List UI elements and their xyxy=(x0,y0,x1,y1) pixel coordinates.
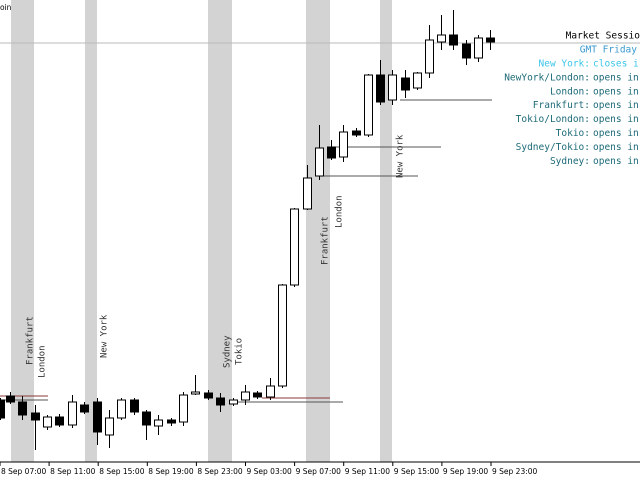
candle-body xyxy=(216,397,225,406)
candle-body xyxy=(364,74,373,136)
session-status: opens in xyxy=(593,128,639,139)
candle-body xyxy=(303,177,312,210)
session-status: closes i xyxy=(593,59,639,70)
candle-body xyxy=(462,43,471,59)
corner-label: oin xyxy=(0,3,12,12)
candle-body xyxy=(278,284,287,387)
candle-body xyxy=(0,399,5,419)
candles xyxy=(0,10,495,450)
session-name: Frankfurt: xyxy=(533,100,590,111)
candle-body xyxy=(80,404,89,413)
session-name: London: xyxy=(550,86,590,97)
candle-body xyxy=(179,394,188,423)
candle-body xyxy=(339,131,348,158)
candle-body xyxy=(142,411,151,426)
session-status: opens in xyxy=(593,100,639,111)
x-axis-labels: 8 Sep 07:00 8 Sep 11:00 8 Sep 15:00 8 Sep 1… xyxy=(0,462,538,476)
candle-body xyxy=(204,392,213,399)
session-label: Frankfurt xyxy=(321,216,331,265)
session-band xyxy=(306,0,330,462)
session-bands xyxy=(11,0,392,462)
candle-body xyxy=(376,74,385,103)
session-band xyxy=(208,0,232,462)
candle-body xyxy=(253,392,262,398)
candle-body xyxy=(130,399,139,413)
candle-body xyxy=(449,34,458,46)
x-axis-label: 9 Sep 23:00 xyxy=(492,467,538,476)
session-name: Tokio/London: xyxy=(516,114,590,125)
candle-body xyxy=(31,412,40,421)
candle-body xyxy=(474,37,483,59)
session-label: New York xyxy=(100,314,110,358)
level-lines xyxy=(0,99,492,403)
session-label: London xyxy=(335,195,345,228)
session-label: Sydney xyxy=(223,335,233,368)
x-axis-label: 9 Sep 07:00 xyxy=(296,467,342,476)
market-session-panel: Market Sessio GMT Friday New York: closes… xyxy=(504,31,640,167)
candle-body xyxy=(18,401,27,416)
candle-body xyxy=(68,401,77,426)
candle-body xyxy=(401,77,410,91)
session-label: New York xyxy=(396,134,406,178)
x-axis-label: 8 Sep 11:00 xyxy=(50,467,96,476)
candle-body xyxy=(55,416,64,426)
x-axis-label: 9 Sep 19:00 xyxy=(443,467,489,476)
candle-body xyxy=(43,416,52,428)
session-name: New York: xyxy=(539,59,590,70)
candle-body xyxy=(413,72,422,89)
session-label: London xyxy=(38,345,48,378)
candle-body xyxy=(191,391,200,395)
session-status: opens in xyxy=(593,72,639,83)
candle-body xyxy=(93,401,102,433)
session-status: opens in xyxy=(593,142,639,153)
panel-title: Market Sessio xyxy=(566,31,640,42)
session-label: Tokio xyxy=(235,338,245,365)
session-name: Sydney/Tokio: xyxy=(516,142,590,153)
panel-gmt: GMT Friday xyxy=(580,45,637,56)
candle-body xyxy=(167,419,176,424)
candle-body xyxy=(105,417,114,436)
candle-body xyxy=(388,74,397,101)
candle-body xyxy=(486,37,495,43)
candle-body xyxy=(437,34,446,43)
candle-body xyxy=(6,395,15,403)
x-axis-label: 8 Sep 07:00 xyxy=(1,467,47,476)
candle-body xyxy=(425,39,434,74)
session-band xyxy=(85,0,97,462)
session-status: opens in xyxy=(593,86,639,97)
session-status: opens in xyxy=(593,156,639,167)
candle-body xyxy=(154,419,163,427)
session-band xyxy=(11,0,34,462)
session-label: Frankfurt xyxy=(26,316,36,365)
x-axis-label: 8 Sep 23:00 xyxy=(197,467,243,476)
session-status: opens in xyxy=(593,114,639,125)
session-name: Sydney: xyxy=(550,156,590,167)
candle-body xyxy=(229,399,238,405)
session-name: Tokio: xyxy=(556,128,590,139)
candle-body xyxy=(327,146,336,159)
candle-body xyxy=(117,399,126,419)
candle-body xyxy=(241,391,250,401)
x-axis-label: 8 Sep 19:00 xyxy=(148,467,194,476)
session-band xyxy=(380,0,392,462)
session-name: NewYork/London: xyxy=(504,72,590,83)
candle-body xyxy=(290,208,299,286)
x-axis-label: 9 Sep 15:00 xyxy=(394,467,440,476)
candle-body xyxy=(315,147,324,177)
x-axis-label: 8 Sep 15:00 xyxy=(99,467,145,476)
x-axis-label: 9 Sep 03:00 xyxy=(247,467,293,476)
candle-body xyxy=(266,385,275,398)
candle-body xyxy=(352,130,361,136)
x-axis-label: 9 Sep 11:00 xyxy=(345,467,391,476)
